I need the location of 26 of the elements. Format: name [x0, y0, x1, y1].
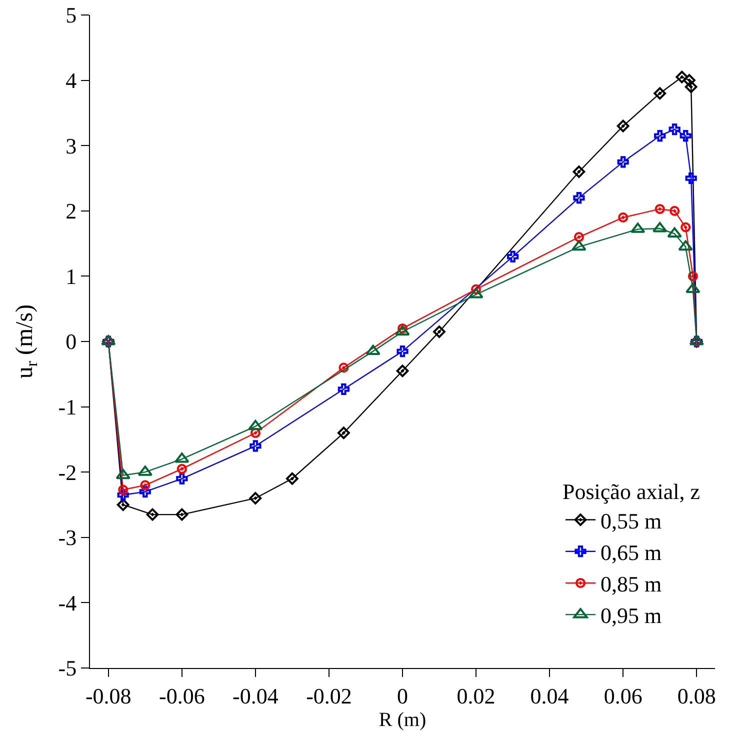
- y-tick-label: -4: [58, 590, 77, 616]
- y-tick-label: 3: [66, 133, 77, 158]
- x-tick-label: 0.04: [530, 683, 569, 708]
- y-tick-label: 1: [66, 264, 77, 289]
- y-tick-label: 5: [66, 2, 77, 28]
- x-tick-label: 0.02: [456, 683, 496, 708]
- legend-title: Posição axial, z: [562, 478, 700, 504]
- x-tick-label: -0.02: [306, 683, 352, 708]
- legend-label: 0,65 m: [600, 540, 662, 565]
- legend-label: 0,95 m: [600, 603, 662, 628]
- x-tick-label: -0.08: [85, 683, 132, 708]
- y-tick-label: -1: [58, 394, 77, 420]
- legend-label: 0,85 m: [600, 572, 662, 597]
- y-tick-label: 0: [66, 329, 77, 354]
- x-tick-label: 0.08: [677, 683, 716, 708]
- x-tick-label: 0: [397, 683, 408, 708]
- y-tick-label: 2: [66, 198, 77, 224]
- y-tick-label: -2: [58, 460, 77, 485]
- x-axis-title: R (m): [378, 708, 426, 731]
- x-tick-label: -0.06: [158, 683, 205, 708]
- legend-label: 0,55 m: [600, 508, 662, 534]
- y-tick-label: -3: [58, 525, 77, 550]
- x-tick-label: -0.04: [232, 683, 278, 708]
- x-tick-label: 0.06: [604, 683, 642, 708]
- y-tick-label: 4: [66, 68, 77, 93]
- y-tick-label: -5: [58, 656, 77, 681]
